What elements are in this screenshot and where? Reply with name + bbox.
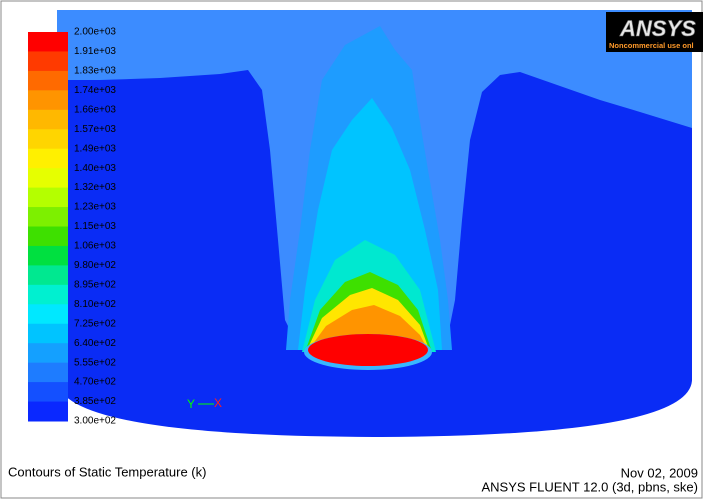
legend-band bbox=[28, 51, 68, 72]
color-legend: 2.00e+03 1.91e+03 1.83e+03 1.74e+03 1.66e+03… bbox=[28, 27, 116, 427]
legend-label: 5.55e+02 bbox=[74, 357, 116, 368]
legend-band bbox=[28, 265, 68, 286]
footer-title: Contours of Static Temperature (k) bbox=[8, 464, 206, 479]
legend-band bbox=[28, 226, 68, 247]
legend-band bbox=[28, 207, 68, 227]
legend-band bbox=[28, 284, 68, 305]
legend-band bbox=[28, 148, 68, 169]
legend-label: 1.15e+03 bbox=[74, 221, 116, 232]
legend-label: 4.70e+02 bbox=[74, 377, 116, 388]
logo-note: Noncommercial use onl bbox=[609, 41, 694, 50]
legend-label: 8.10e+02 bbox=[74, 299, 116, 310]
inlet-hot bbox=[308, 334, 428, 366]
legend-band bbox=[28, 362, 68, 383]
logo-box bbox=[606, 12, 703, 52]
legend-label: 3.85e+02 bbox=[74, 396, 116, 407]
legend-band bbox=[28, 109, 68, 130]
triad-x: X bbox=[214, 396, 222, 410]
legend-band bbox=[28, 382, 68, 403]
legend-band bbox=[28, 32, 68, 52]
legend-label: 1.83e+03 bbox=[74, 66, 116, 77]
legend-label: 1.57e+03 bbox=[74, 124, 116, 135]
footer-date: Nov 02, 2009 bbox=[621, 465, 698, 480]
legend-label: 6.40e+02 bbox=[74, 338, 116, 349]
legend-band bbox=[28, 90, 68, 111]
legend-label: 2.00e+03 bbox=[74, 27, 116, 38]
legend-label: 1.66e+03 bbox=[74, 104, 116, 115]
legend-band bbox=[28, 304, 68, 325]
legend-label: 1.49e+03 bbox=[74, 143, 116, 154]
legend-label: 1.32e+03 bbox=[74, 182, 116, 193]
legend-band bbox=[28, 187, 68, 208]
legend-band bbox=[28, 323, 68, 344]
legend-label: 1.06e+03 bbox=[74, 241, 116, 252]
legend-label: 8.95e+02 bbox=[74, 279, 116, 290]
legend-label: 7.25e+02 bbox=[74, 318, 116, 329]
logo-name: ANSYS bbox=[619, 16, 696, 41]
footer-software: ANSYS FLUENT 12.0 (3d, pbns, ske) bbox=[481, 479, 698, 494]
legend-label: 1.40e+03 bbox=[74, 163, 116, 174]
legend-band bbox=[28, 245, 68, 266]
legend-band bbox=[28, 343, 68, 364]
legend-band bbox=[28, 70, 68, 91]
triad-y: Y bbox=[187, 397, 195, 411]
legend-label: 3.00e+02 bbox=[74, 416, 116, 427]
legend-band bbox=[28, 168, 68, 189]
legend-label: 9.80e+02 bbox=[74, 260, 116, 271]
legend-band bbox=[28, 129, 68, 150]
legend-label: 1.91e+03 bbox=[74, 46, 116, 57]
legend-label: 1.23e+03 bbox=[74, 202, 116, 213]
legend-label: 1.74e+03 bbox=[74, 85, 116, 96]
legend-band bbox=[28, 401, 68, 422]
